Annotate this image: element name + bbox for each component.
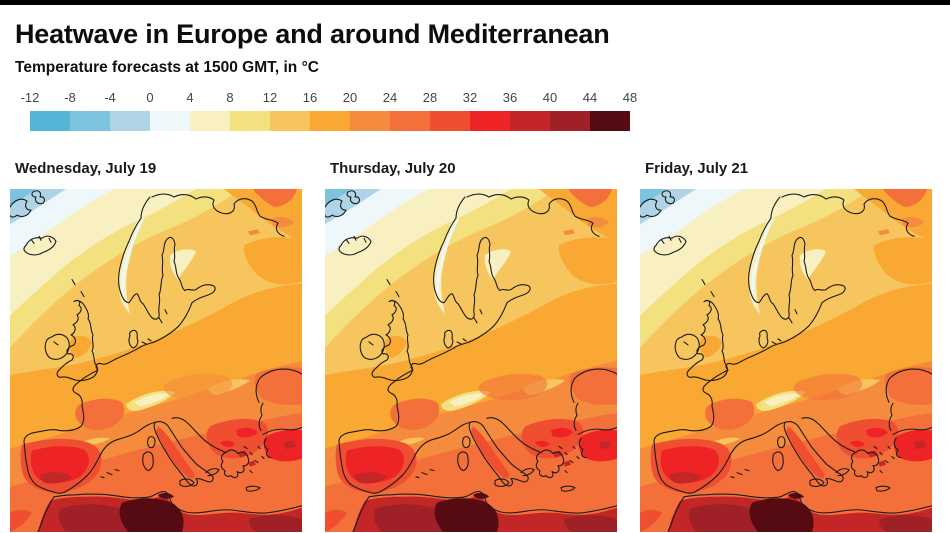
temperature-map-wednesday: [10, 189, 302, 532]
day-heat-variation: [163, 373, 233, 401]
legend-tick-label: 16: [302, 90, 318, 105]
legend-swatch: [150, 111, 190, 131]
legend-tick-label: 32: [462, 90, 478, 105]
legend-swatch: [350, 111, 390, 131]
legend-tick-label: -8: [64, 90, 76, 105]
legend-tick-label: 40: [542, 90, 558, 105]
temperature-map-friday: [640, 189, 932, 532]
legend-swatch: [510, 111, 550, 131]
legend-swatch: [190, 111, 230, 131]
legend-swatch-bar: [30, 111, 630, 131]
infographic: Heatwave in Europe and around Mediterran…: [0, 19, 950, 532]
legend-tick-label: -4: [104, 90, 116, 105]
legend-tick-label: 8: [226, 90, 234, 105]
legend-swatch: [590, 111, 630, 131]
legend-tick-label: 48: [622, 90, 638, 105]
legend-tick-label: -12: [20, 90, 40, 105]
day-heat-variation: [478, 373, 548, 401]
legend-swatch: [230, 111, 270, 131]
legend-tick-label: 0: [146, 90, 154, 105]
legend-swatch: [430, 111, 470, 131]
legend-tick-label: 44: [582, 90, 598, 105]
legend-swatch: [70, 111, 110, 131]
legend-tick-label: 36: [502, 90, 518, 105]
panel-wednesday: Wednesday, July 19: [10, 160, 302, 532]
legend-swatch: [30, 111, 70, 131]
legend-swatch: [550, 111, 590, 131]
legend-swatch: [110, 111, 150, 131]
day-label: Thursday, July 20: [330, 160, 456, 177]
day-heat-variation: [793, 373, 863, 401]
legend-tick-row: -12 -8 -4 0 4 8 12 16 20 24 28 32 36 40 44 48: [21, 90, 650, 107]
top-bar: [0, 0, 950, 5]
day-label: Wednesday, July 19: [15, 160, 157, 177]
forecast-panels: Wednesday, July 19 Thursday, July 20 Fri…: [10, 160, 950, 532]
temperature-map-thursday: [325, 189, 617, 532]
temperature-legend: -12 -8 -4 0 4 8 12 16 20 24 28 32 36 40 44 48: [10, 90, 950, 131]
legend-tick-label: 4: [186, 90, 194, 105]
legend-tick-label: 12: [262, 90, 278, 105]
legend-swatch: [310, 111, 350, 131]
page-subtitle: Temperature forecasts at 1500 GMT, in °C: [15, 59, 319, 76]
legend-tick-label: 28: [422, 90, 438, 105]
day-label: Friday, July 21: [645, 160, 749, 177]
panel-friday: Friday, July 21: [640, 160, 932, 532]
page-title: Heatwave in Europe and around Mediterran…: [15, 19, 610, 49]
legend-swatch: [270, 111, 310, 131]
legend-tick-label: 24: [382, 90, 398, 105]
panel-thursday: Thursday, July 20: [325, 160, 617, 532]
legend-swatch: [470, 111, 510, 131]
legend-tick-label: 20: [342, 90, 358, 105]
legend-swatch: [390, 111, 430, 131]
